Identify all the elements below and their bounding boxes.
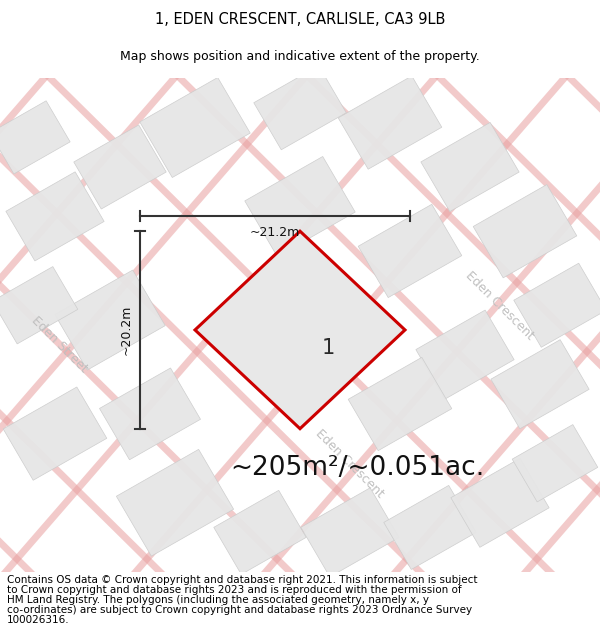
Text: Map shows position and indicative extent of the property.: Map shows position and indicative extent… (120, 50, 480, 62)
Polygon shape (74, 125, 166, 209)
Text: Contains OS data © Crown copyright and database right 2021. This information is : Contains OS data © Crown copyright and d… (7, 574, 478, 584)
Polygon shape (512, 424, 598, 502)
Text: ~20.2m: ~20.2m (119, 305, 133, 355)
Text: HM Land Registry. The polygons (including the associated geometry, namely x, y: HM Land Registry. The polygons (includin… (7, 595, 429, 605)
Polygon shape (245, 156, 355, 256)
Polygon shape (491, 340, 589, 429)
Polygon shape (195, 231, 405, 429)
Text: Eden Crescent: Eden Crescent (313, 426, 387, 500)
Text: ~21.2m: ~21.2m (250, 226, 300, 239)
Polygon shape (514, 263, 600, 348)
Polygon shape (55, 270, 165, 370)
Polygon shape (254, 66, 346, 150)
Polygon shape (451, 458, 549, 548)
Polygon shape (100, 368, 200, 460)
Polygon shape (348, 357, 452, 451)
Polygon shape (421, 122, 519, 211)
Text: 1: 1 (322, 338, 335, 357)
Polygon shape (116, 449, 233, 556)
Text: 1, EDEN CRESCENT, CARLISLE, CA3 9LB: 1, EDEN CRESCENT, CARLISLE, CA3 9LB (155, 12, 445, 27)
Text: ~205m²/~0.051ac.: ~205m²/~0.051ac. (230, 455, 484, 481)
Text: Eden Street: Eden Street (29, 314, 91, 376)
Polygon shape (384, 486, 476, 569)
Polygon shape (3, 387, 107, 480)
Text: Eden Crescent: Eden Crescent (463, 269, 537, 342)
Polygon shape (416, 310, 514, 399)
Polygon shape (6, 172, 104, 261)
Polygon shape (338, 76, 442, 169)
Text: to Crown copyright and database rights 2023 and is reproduced with the permissio: to Crown copyright and database rights 2… (7, 584, 462, 594)
Polygon shape (0, 267, 78, 344)
Polygon shape (214, 491, 306, 574)
Text: co-ordinates) are subject to Crown copyright and database rights 2023 Ordnance S: co-ordinates) are subject to Crown copyr… (7, 605, 472, 615)
Polygon shape (0, 101, 70, 174)
Polygon shape (473, 184, 577, 278)
Polygon shape (140, 78, 250, 178)
Polygon shape (358, 204, 462, 298)
Polygon shape (301, 488, 399, 577)
Text: 100026316.: 100026316. (7, 615, 70, 625)
